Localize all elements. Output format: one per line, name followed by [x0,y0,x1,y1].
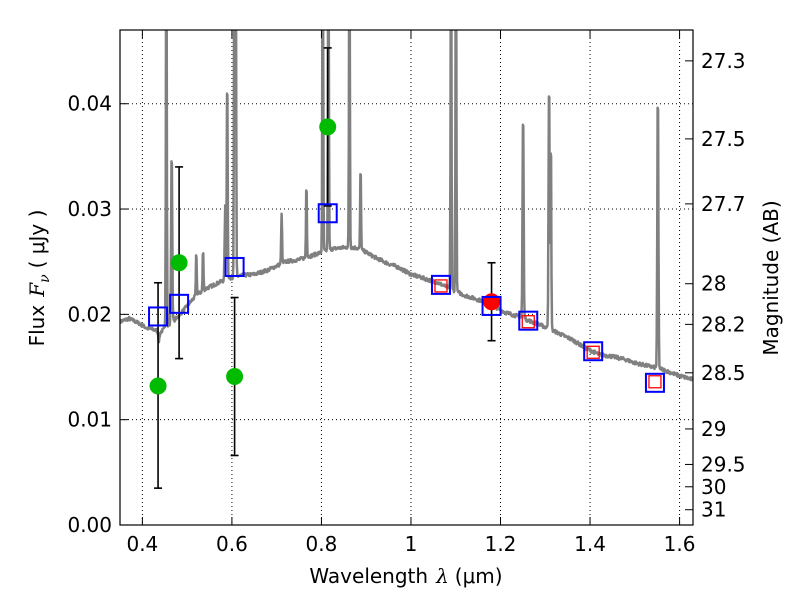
grid-lines [120,30,693,526]
y-tick-label: 0.03 [67,197,112,221]
y-axis-label: Flux [25,305,49,347]
x-tick-label: 1.4 [574,532,606,556]
y2-axis-title: Magnitude (AB) [759,200,783,355]
plot-frame [119,29,694,526]
x-axis-label: Wavelength [309,564,428,588]
data-point-square [648,375,662,389]
data-point-square [644,372,665,393]
data-markers [148,118,665,395]
data-point-square [148,306,169,327]
data-point-square [169,293,190,314]
y2-tick-label: 28 [701,272,726,296]
y2-tick-label: 27.5 [701,127,746,151]
y-axis-title: Flux Fν ( μJy ) [25,210,53,347]
y2-tick-label: 27.3 [701,49,746,73]
y2-tick-label: 27.7 [701,192,746,216]
y2-tick-label: 28.5 [701,361,746,385]
data-point-circle [226,368,244,385]
data-point-circle [319,118,337,136]
y-axis-symbol: F [25,282,49,298]
y-tick-label: 0.00 [67,513,112,537]
x-tick-label: 1.6 [664,532,696,556]
x-tick-label: 1.2 [485,532,517,556]
x-tick-label: 1 [405,532,418,556]
y-tick-label: 0.01 [67,408,112,432]
y-axis-unit: ( μJy ) [25,210,49,269]
spectrum [120,30,693,382]
y-tick-label: 0.02 [67,302,112,326]
x-tick-label: 0.4 [126,532,158,556]
error-bars [154,47,496,489]
data-point-square [430,274,451,295]
y2-tick-label: 29.5 [701,452,746,476]
data-point-circle [149,377,167,395]
y2-tick-label: 29 [701,417,726,441]
axis-ticks: 0.4 0.6 0.8 1 1.2 1.4 1.6 0.00 0.01 0.02 0.03 0.04 2… [67,30,746,556]
y-tick-label: 0.04 [67,92,112,116]
data-point-square [224,256,245,277]
data-point-square [434,279,448,293]
data-point-square [583,341,604,362]
y2-tick-label: 28.2 [701,312,746,336]
data-point-square [521,315,535,329]
x-axis-title: Wavelength λ (μm) [309,564,502,588]
data-point-square [481,295,502,316]
y2-tick-label: 31 [701,498,726,522]
data-point-square [586,345,600,359]
spectrum-line [120,30,693,382]
data-point-circle [170,254,188,272]
y-axis-subscript: ν [37,274,53,283]
x-tick-label: 0.6 [216,532,248,556]
data-point-square [317,203,338,224]
x-axis-unit: (μm) [455,564,503,588]
y2-tick-label: 30 [701,475,726,499]
x-axis-symbol: λ [435,564,449,588]
x-tick-label: 0.8 [306,532,338,556]
data-point-square [518,310,539,331]
